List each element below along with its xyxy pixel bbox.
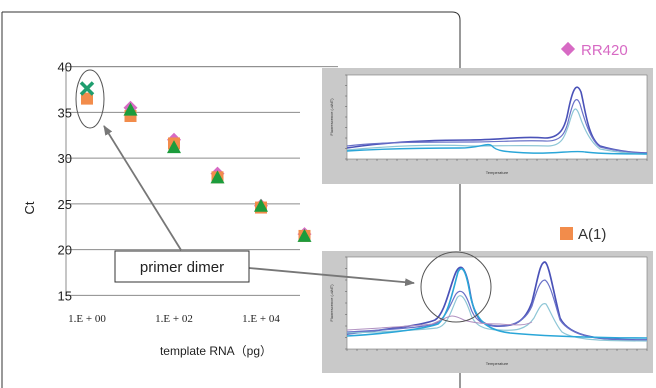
y-tick-label: 25: [58, 197, 72, 212]
callout-primer-dimer: primer dimer: [114, 250, 250, 283]
data-point-triangle: [210, 170, 225, 184]
chart-frame: [2, 11, 461, 388]
y-tick-label: 35: [58, 105, 72, 120]
data-point-triangle: [297, 228, 312, 242]
y-tick-label: 15: [58, 288, 72, 303]
melt-curve-4: [346, 267, 648, 339]
y-axis-label: Ct: [22, 201, 37, 214]
arrow-to-ct-circle: [103, 125, 182, 251]
melt-curve-panel-bottom: Temperature Fluorescence (-d/dT): [322, 251, 653, 373]
melt-curve-3: [346, 108, 648, 155]
melt-curve-1: [346, 86, 648, 154]
callout-label: primer dimer: [140, 259, 224, 276]
y-tick-label: 30: [58, 151, 72, 166]
data-point-triangle: [167, 140, 181, 154]
panel-y-label: Fluorescence (-d/dT): [329, 284, 334, 322]
scatter-chart: 15 20 25 30 35 40 1.E + 00 1.E + 02 1.E + 04 Ct…: [22, 60, 338, 358]
legend-marker-square: [560, 227, 573, 240]
legend-label-rr420: RR420: [581, 42, 628, 59]
y-tick-label: 40: [58, 60, 72, 75]
melt-curve-2: [346, 99, 648, 154]
y-tick-label: 20: [58, 243, 72, 258]
legend-marker-diamond: [560, 41, 576, 57]
x-tick-label: 1.E + 04: [242, 313, 280, 325]
arrow-to-dimer-peak: [248, 267, 415, 287]
data-point-square: [81, 92, 93, 105]
data-point-triangle: [123, 102, 138, 116]
highlight-ellipse-ct: [75, 69, 105, 129]
plot-area: [346, 256, 648, 350]
melt-curve-3: [346, 295, 648, 342]
legend-item-a1: A(1): [560, 226, 606, 243]
x-axis-label: template RNA（pg）: [160, 344, 272, 358]
x-tick-label: 1.E + 00: [68, 313, 106, 325]
melt-curve-5: [346, 315, 533, 331]
x-tick-label: 1.E + 02: [155, 313, 193, 325]
legend-label-a1: A(1): [578, 226, 606, 243]
panel-y-label: Fluorescence (-d/dT): [329, 98, 334, 136]
data-point-x: [79, 81, 95, 96]
panel-x-label: Temperature: [486, 170, 509, 175]
legend-item-rr420: RR420: [560, 41, 628, 59]
panel-x-label: Temperature: [486, 361, 509, 366]
data-point-triangle: [254, 198, 268, 212]
melt-curve-4: [346, 143, 648, 155]
callout-box: [114, 250, 250, 283]
highlight-circle-dimer: [420, 251, 492, 323]
melt-curve-panel-top: Temperature Fluorescence (-d/dT): [322, 68, 653, 184]
